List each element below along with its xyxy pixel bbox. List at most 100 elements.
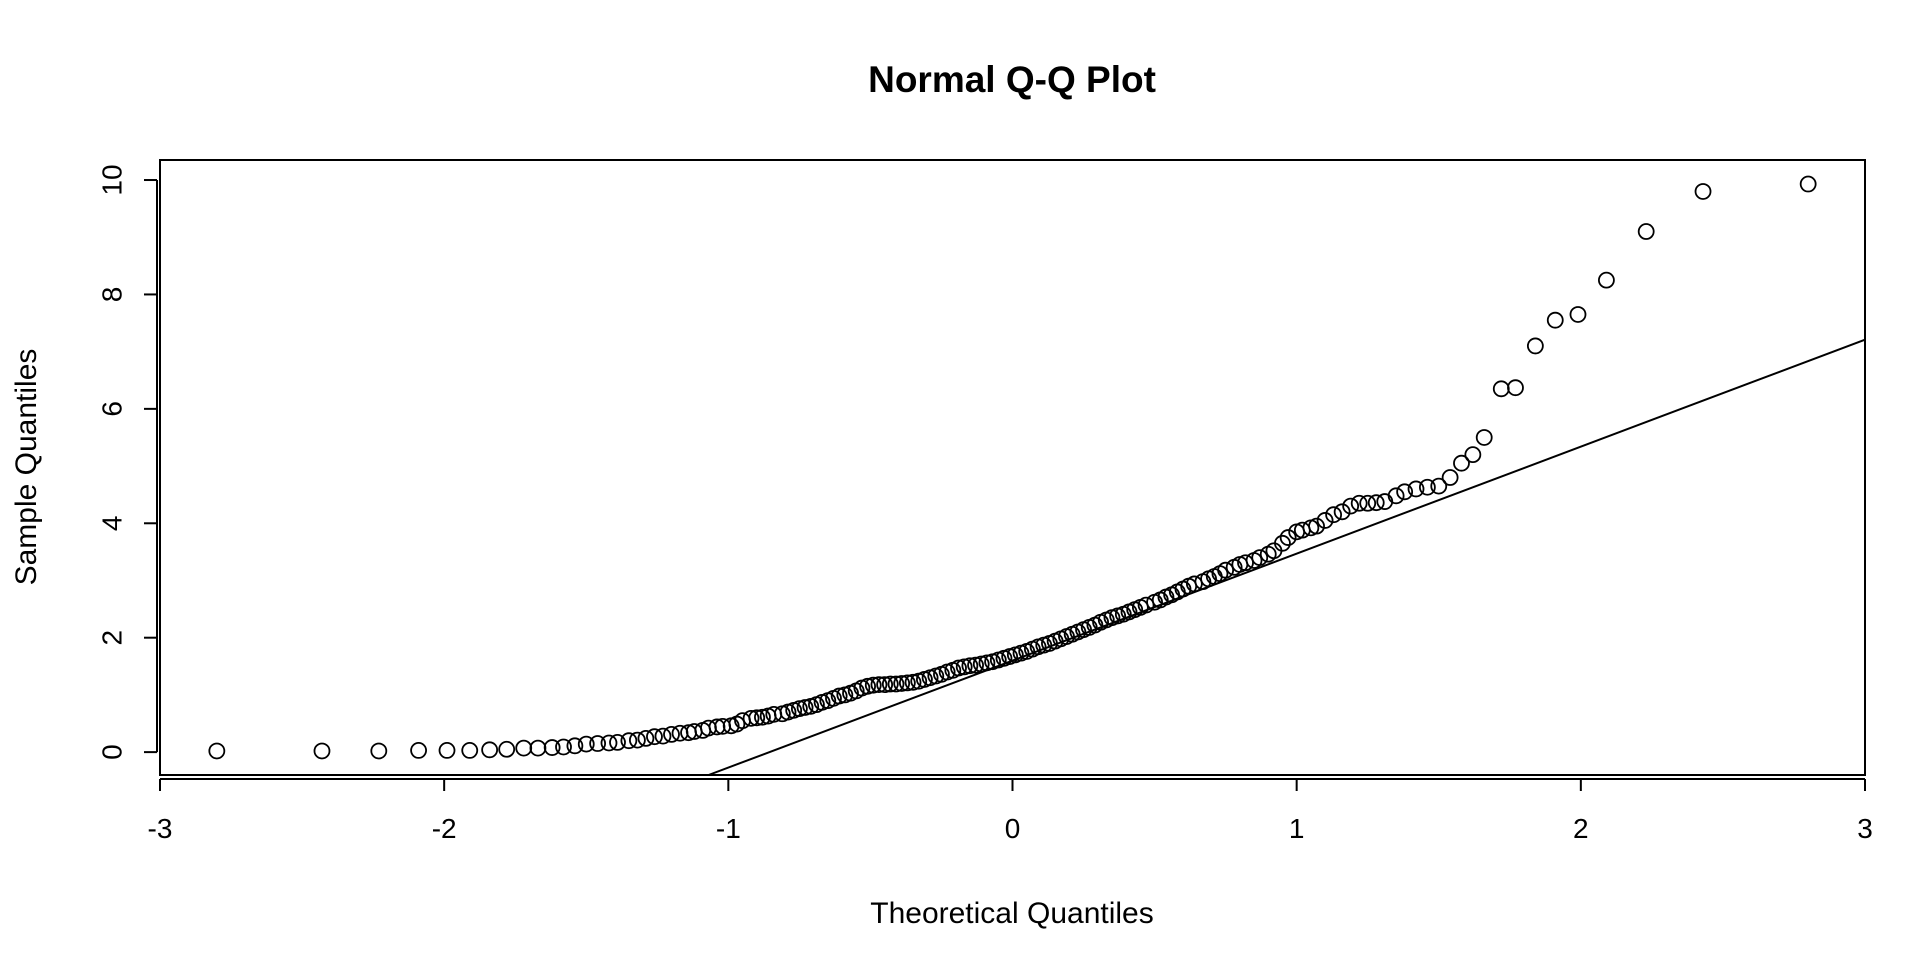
reference-line-group bbox=[708, 338, 1866, 776]
data-point bbox=[1251, 549, 1269, 567]
data-point bbox=[1333, 503, 1351, 521]
y-tick-label: 0 bbox=[96, 744, 127, 760]
data-point bbox=[1546, 311, 1564, 329]
data-points bbox=[208, 175, 1817, 760]
data-point bbox=[438, 742, 456, 759]
data-point bbox=[1598, 271, 1615, 289]
plot-area-frame bbox=[159, 159, 1866, 776]
data-point bbox=[620, 732, 638, 750]
x-tick-label: 3 bbox=[1857, 813, 1873, 844]
data-point bbox=[663, 725, 680, 743]
data-point bbox=[208, 742, 226, 760]
data-point bbox=[1316, 512, 1334, 529]
data-point bbox=[1507, 379, 1524, 397]
data-point bbox=[637, 729, 655, 747]
x-tick-label: 2 bbox=[1573, 813, 1589, 844]
data-point bbox=[1430, 477, 1448, 495]
data-point bbox=[870, 676, 888, 694]
data-point bbox=[629, 731, 646, 749]
x-tick-label: -1 bbox=[716, 813, 741, 844]
y-tick-label: 4 bbox=[96, 515, 127, 531]
x-tick-label: 1 bbox=[1289, 813, 1305, 844]
data-point bbox=[1237, 554, 1254, 572]
data-point bbox=[876, 676, 894, 694]
data-point bbox=[830, 687, 848, 705]
data-point bbox=[461, 742, 479, 759]
data-point bbox=[313, 742, 331, 760]
data-point bbox=[887, 675, 905, 693]
data-point bbox=[961, 657, 979, 675]
y-tick-label: 2 bbox=[96, 630, 127, 646]
data-point bbox=[1526, 337, 1544, 355]
data-point bbox=[1342, 497, 1360, 515]
data-point bbox=[1274, 534, 1291, 552]
data-point bbox=[529, 739, 547, 757]
data-point bbox=[1217, 561, 1235, 579]
x-axis: -3 -2 -1 0 1 2 3 bbox=[148, 778, 1873, 844]
data-point bbox=[1367, 494, 1385, 512]
data-point bbox=[1279, 529, 1297, 546]
data-point bbox=[589, 735, 607, 752]
data-point bbox=[1387, 487, 1405, 505]
data-point bbox=[1637, 223, 1655, 240]
x-tick-label: -2 bbox=[432, 813, 457, 844]
data-point bbox=[893, 675, 911, 692]
data-point bbox=[748, 709, 766, 727]
x-tick-label: 0 bbox=[1005, 813, 1021, 844]
data-point bbox=[370, 742, 388, 760]
data-point bbox=[1137, 596, 1155, 614]
y-tick-label: 8 bbox=[96, 287, 127, 303]
data-point bbox=[646, 728, 663, 746]
data-point bbox=[859, 677, 876, 695]
data-point bbox=[566, 737, 584, 755]
data-point bbox=[1464, 446, 1482, 464]
data-point bbox=[577, 735, 595, 753]
data-point bbox=[1350, 494, 1368, 512]
chart-title: Normal Q-Q Plot bbox=[868, 59, 1156, 100]
data-point bbox=[481, 741, 499, 759]
data-point bbox=[515, 739, 533, 757]
data-point bbox=[754, 708, 771, 726]
y-axis: 0 2 4 6 8 10 bbox=[96, 164, 158, 760]
data-point bbox=[410, 742, 427, 759]
data-point bbox=[1359, 494, 1377, 512]
data-point bbox=[1441, 469, 1459, 486]
data-point bbox=[790, 700, 808, 718]
data-point bbox=[955, 658, 973, 676]
data-point bbox=[967, 656, 984, 674]
data-point bbox=[742, 709, 760, 727]
data-point bbox=[950, 659, 967, 677]
data-point bbox=[1185, 575, 1203, 593]
qq-reference-line bbox=[708, 338, 1866, 776]
data-point bbox=[972, 655, 990, 673]
data-point bbox=[978, 654, 996, 672]
data-point bbox=[1325, 506, 1343, 524]
data-point bbox=[1475, 429, 1493, 446]
data-point bbox=[1453, 454, 1470, 472]
data-point bbox=[600, 734, 618, 752]
data-point bbox=[543, 739, 561, 756]
data-point bbox=[898, 674, 916, 692]
data-point bbox=[1407, 480, 1425, 498]
data-point bbox=[1799, 175, 1817, 193]
data-point bbox=[796, 699, 814, 716]
data-point bbox=[1492, 380, 1510, 398]
data-point bbox=[904, 673, 922, 691]
data-point bbox=[1569, 306, 1587, 323]
x-tick-label: -3 bbox=[148, 813, 173, 844]
data-point bbox=[864, 676, 882, 694]
data-point bbox=[881, 675, 899, 693]
data-point bbox=[1418, 478, 1436, 496]
data-point bbox=[1694, 183, 1712, 200]
data-point bbox=[654, 727, 672, 745]
data-point bbox=[1308, 517, 1325, 535]
x-axis-label: Theoretical Quantiles bbox=[870, 897, 1153, 930]
data-point bbox=[1396, 483, 1414, 501]
data-point bbox=[498, 740, 516, 758]
data-point bbox=[555, 738, 572, 756]
data-point bbox=[609, 733, 626, 751]
y-axis-label: Sample Quantiles bbox=[10, 349, 43, 586]
y-tick-label: 10 bbox=[96, 164, 127, 195]
